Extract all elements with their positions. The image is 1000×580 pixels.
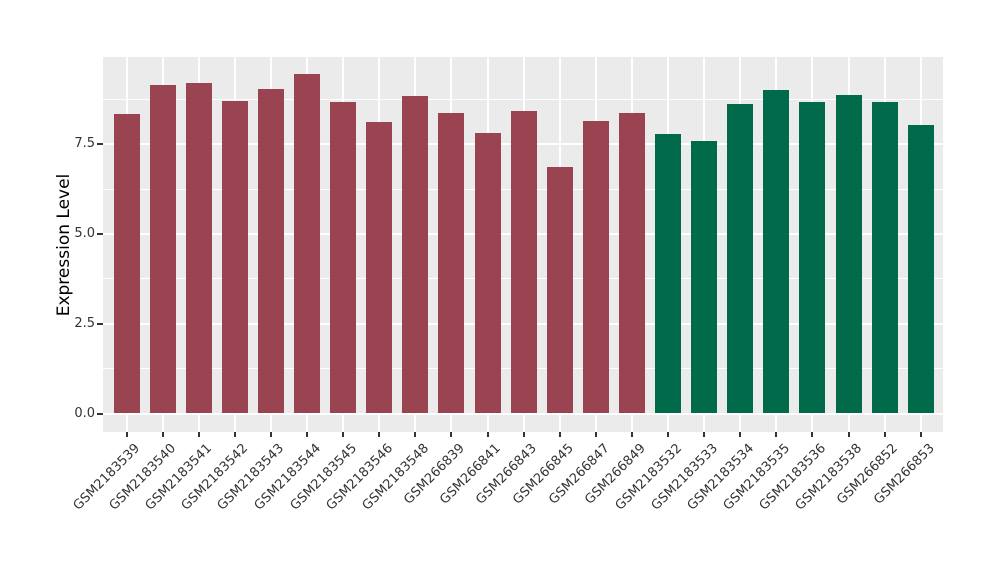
bar-GSM2183543 [257, 89, 284, 414]
x-tick-mark [306, 432, 308, 437]
x-tick-mark [667, 432, 669, 437]
x-tick-mark [594, 432, 597, 437]
x-tick-mark [630, 432, 633, 437]
bar-GSM2183544 [294, 74, 320, 414]
y-tick-label: 7.5 [74, 136, 95, 152]
plot-panel [103, 57, 943, 432]
bar-GSM2183533 [691, 140, 718, 414]
bar-GSM2183546 [366, 122, 393, 414]
x-tick-mark [847, 432, 850, 437]
bar-GSM2183534 [727, 103, 754, 414]
y-tick-label: 0.0 [74, 405, 95, 421]
x-tick-mark [378, 432, 381, 437]
bar-GSM2183540 [149, 84, 176, 414]
bar-GSM2183538 [835, 94, 862, 414]
bar-GSM266852 [871, 102, 898, 414]
bar-GSM2183548 [402, 96, 429, 414]
x-tick-mark [558, 432, 561, 437]
y-tick-label: 5.0 [74, 226, 95, 242]
x-tick-mark [883, 432, 886, 437]
y-tick-mark [97, 412, 103, 415]
y-axis-title: Expression Level [54, 173, 74, 317]
x-tick-mark [269, 432, 272, 437]
bar-GSM2183545 [330, 101, 357, 414]
x-tick-mark [811, 432, 814, 437]
y-tick-label: 2.5 [74, 315, 95, 331]
bar-GSM266849 [618, 112, 645, 414]
x-tick-mark [450, 432, 453, 437]
bar-GSM2183541 [185, 83, 212, 414]
bar-GSM2183539 [113, 114, 140, 414]
bar-GSM2183532 [655, 134, 681, 414]
x-tick-mark [342, 432, 345, 437]
y-tick-mark [97, 322, 103, 325]
bar-GSM2183536 [799, 102, 826, 414]
bar-GSM266853 [907, 124, 934, 414]
bar-GSM2183542 [221, 101, 248, 414]
x-tick-mark [775, 432, 778, 437]
x-tick-mark [522, 432, 525, 437]
x-tick-mark [703, 432, 706, 437]
x-tick-mark [414, 432, 417, 437]
bar-GSM266841 [474, 132, 501, 414]
y-tick-mark [97, 143, 103, 146]
x-tick-mark [919, 432, 922, 437]
x-tick-mark [197, 432, 200, 437]
bar-GSM266843 [510, 111, 537, 414]
x-tick-mark [486, 432, 489, 437]
x-tick-mark [739, 432, 742, 437]
bar-GSM2183535 [763, 89, 790, 414]
y-tick-mark [97, 233, 103, 236]
x-tick-mark [125, 432, 128, 437]
bar-GSM266839 [438, 113, 465, 414]
x-tick-mark [233, 432, 236, 437]
x-tick-mark [161, 432, 164, 437]
bar-GSM266845 [546, 167, 573, 414]
bar-GSM266847 [582, 120, 609, 414]
